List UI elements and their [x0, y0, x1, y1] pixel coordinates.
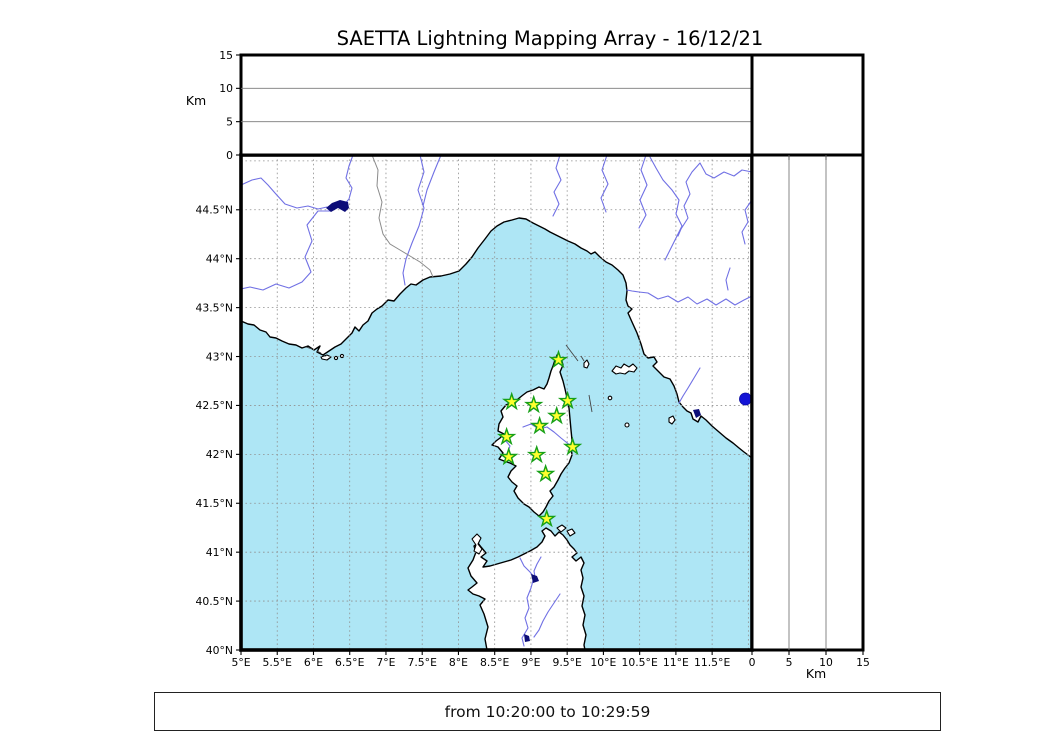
lightning-source-dot [739, 392, 752, 406]
km-axis-label-left: Km [186, 93, 206, 108]
lon-tick-label: 9°E [521, 656, 540, 669]
lakes [326, 200, 701, 642]
time-range-box: from 10:20:00 to 10:29:59 [154, 692, 941, 731]
lat-tick-label: 42.5°N [195, 399, 233, 412]
france-rivers [241, 155, 442, 291]
lat-tick-label: 41°N [206, 546, 233, 559]
lon-tick-label: 8°E [449, 656, 468, 669]
lat-tick-label: 40.5°N [195, 595, 233, 608]
national-border [371, 155, 434, 278]
lon-tick-label: 7°E [376, 656, 395, 669]
lat-tick-label: 40°N [206, 644, 233, 657]
lon-tick-label: 8.5°E [480, 656, 510, 669]
lon-tick-label: 11°E [663, 656, 689, 669]
sardinia-lake-south [524, 634, 530, 642]
lake-serre-poncon [326, 200, 349, 212]
maddalena-island [556, 524, 567, 533]
histogram-frame [750, 53, 865, 157]
alt-tick-label: 5 [226, 115, 233, 128]
km-tick-label: 10 [819, 656, 833, 669]
lon-tick-label: 10°E [590, 656, 616, 669]
asinara-island [471, 533, 483, 555]
caprera-island [566, 528, 576, 537]
altitude-latitude-panel [750, 153, 865, 652]
histogram-panel [750, 53, 865, 157]
axis-ticks [236, 54, 864, 655]
rivers [241, 155, 752, 647]
lon-tick-label: 5°E [231, 656, 250, 669]
lma-station-star [496, 426, 517, 446]
ombrone-river [678, 367, 701, 404]
lma-station-star [536, 508, 557, 528]
lat-tick-label: 42°N [206, 448, 233, 461]
lat-tick-label: 44.5°N [195, 204, 233, 217]
lma-station-star [529, 415, 550, 435]
levant-island [339, 353, 345, 359]
lma-station-star [524, 394, 544, 414]
lma-station-star [557, 390, 578, 410]
giglio-island [668, 415, 676, 425]
alt-tick-label: 10 [219, 82, 233, 95]
porquerolles-island [320, 354, 332, 361]
time-range-label: from 10:20:00 to 10:29:59 [444, 702, 651, 721]
sardinia-coast [467, 527, 587, 650]
km-tick-label: 5 [786, 656, 793, 669]
lake-coghinas [531, 574, 539, 583]
lon-tick-label: 9.5°E [552, 656, 582, 669]
lon-tick-label: 6.5°E [335, 656, 365, 669]
lma-station-star [547, 405, 567, 425]
alt-lat-gridlines [788, 155, 827, 650]
lat-tick-label: 43.5°N [195, 301, 233, 314]
alt-lat-frame [750, 153, 865, 652]
lat-tick-label: 43°N [206, 350, 233, 363]
km-axis-label-right: Km [806, 666, 826, 681]
north-italy-rivers [552, 155, 752, 261]
alt-lon-gridlines [241, 87, 752, 123]
altitude-longitude-panel [239, 53, 754, 157]
lma-station-star [535, 463, 556, 483]
lma-station-star [548, 349, 569, 369]
alt-lon-frame [239, 53, 754, 157]
lma-station-star [498, 446, 519, 466]
alt-tick-label: 0 [226, 149, 233, 162]
elba-island [611, 363, 638, 375]
sea-line-marks [305, 344, 593, 413]
lma-station-star [501, 391, 522, 411]
station-markers [496, 349, 583, 528]
km-tick-label: 15 [856, 656, 870, 669]
lon-tick-label: 7.5°E [408, 656, 438, 669]
alt-tick-label: 15 [219, 49, 233, 62]
orbetello-lagoon [693, 409, 701, 418]
capraia-island [583, 359, 590, 369]
lma-figure-svg: SAETTA Lightning Mapping Array - 16/12/2… [186, 27, 870, 681]
km-tick-label: 0 [749, 656, 756, 669]
small-islands [320, 353, 676, 555]
lon-tick-label: 11.5°E [694, 656, 730, 669]
lma-station-star [526, 444, 547, 464]
lat-tick-label: 41.5°N [195, 497, 233, 510]
minor-map-strokes [305, 344, 593, 413]
flash-point [739, 392, 752, 406]
port-cros-island [333, 355, 339, 361]
lon-tick-label: 6°E [304, 656, 323, 669]
map-panel [239, 153, 754, 652]
lon-tick-label: 10.5°E [622, 656, 658, 669]
sardinia-rivers [519, 556, 561, 647]
montecristo-island [624, 422, 630, 428]
arno-river [626, 267, 752, 306]
axis-tick-labels: 5°E 5.5°E 6°E 6.5°E 7°E 7.5°E 8°E 8.5°E 9°E 9.5°E… [195, 49, 869, 669]
lat-tick-label: 44°N [206, 252, 233, 265]
pianosa-island [607, 395, 613, 401]
figure-title: SAETTA Lightning Mapping Array - 16/12/2… [337, 27, 764, 50]
lon-tick-label: 5.5°E [263, 656, 293, 669]
lma-station-star [562, 436, 583, 456]
